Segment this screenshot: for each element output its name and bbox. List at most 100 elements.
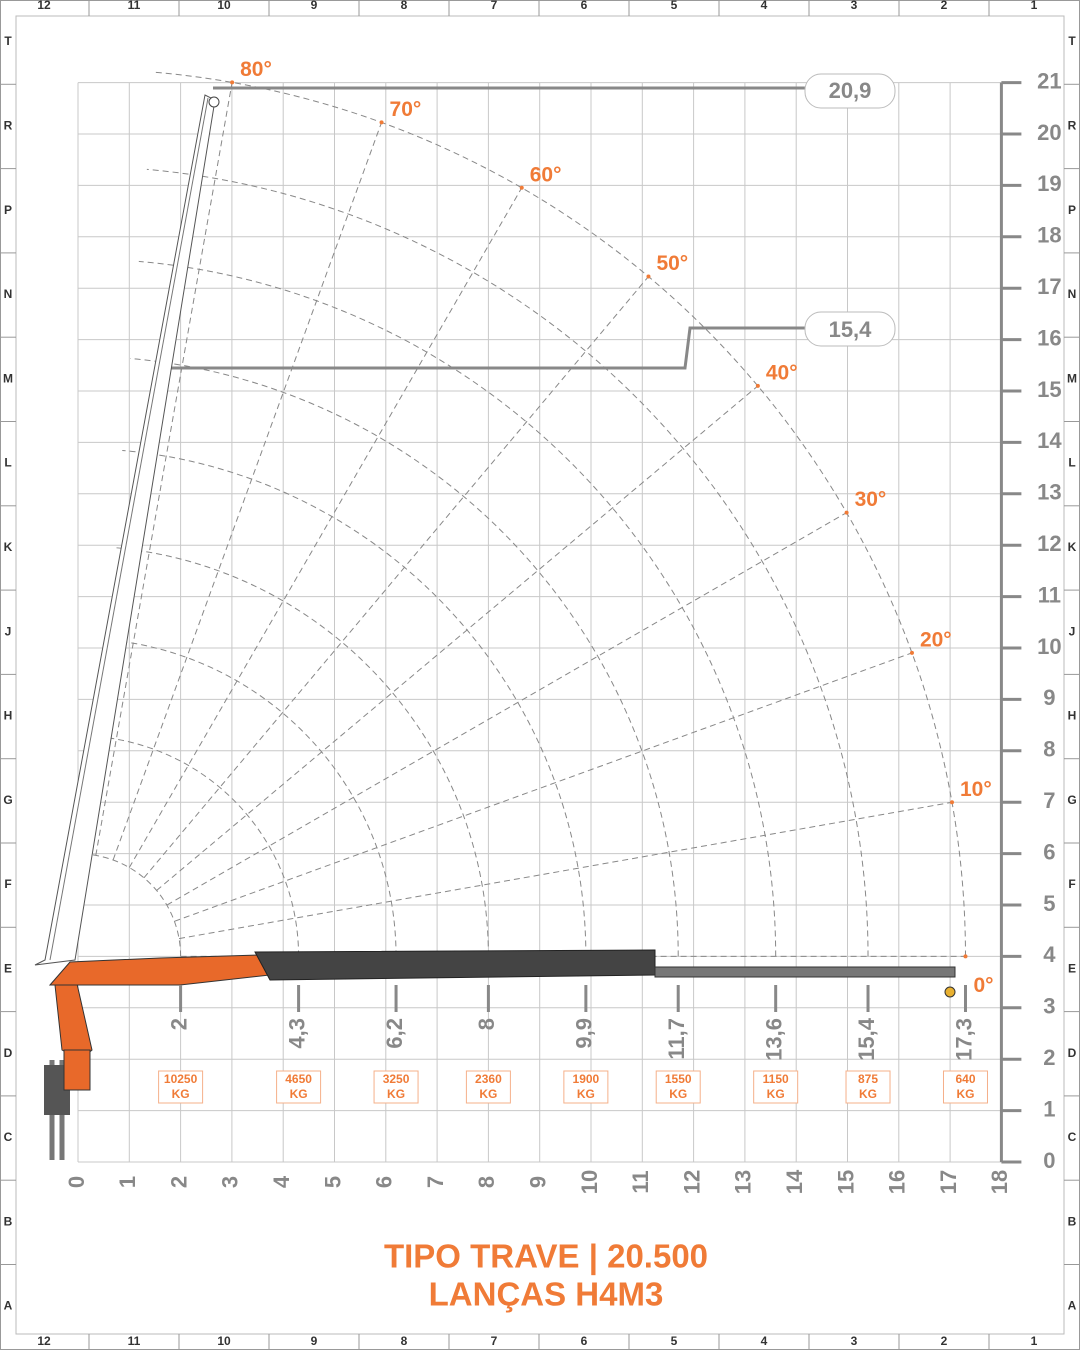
column-label: 8 bbox=[401, 0, 408, 12]
y-tick-label: 12 bbox=[1037, 531, 1061, 556]
column-label: 1 bbox=[1031, 1334, 1038, 1348]
row-label: M bbox=[1067, 371, 1077, 385]
reach-label: 8 bbox=[474, 1018, 499, 1030]
column-label: 12 bbox=[37, 1334, 51, 1348]
load-value: 1150 bbox=[763, 1072, 789, 1086]
load-box bbox=[942, 1070, 988, 1104]
y-tick-label: 6 bbox=[1043, 839, 1055, 864]
y-tick-label: 7 bbox=[1043, 788, 1055, 813]
load-value: 1550 bbox=[665, 1072, 692, 1086]
angle-line bbox=[128, 187, 523, 868]
row-label: H bbox=[4, 709, 13, 723]
y-tick-label: 4 bbox=[1043, 942, 1056, 967]
angle-label: 20° bbox=[920, 628, 952, 651]
load-value: 640 bbox=[955, 1072, 975, 1086]
column bbox=[54, 974, 93, 1061]
range-arc bbox=[130, 357, 679, 957]
load-unit: KG bbox=[479, 1087, 497, 1101]
range-arc bbox=[113, 547, 489, 957]
load-unit: KG bbox=[172, 1087, 190, 1101]
x-tick-label: 8 bbox=[474, 1176, 499, 1188]
row-label: M bbox=[3, 371, 13, 385]
load-value: 3250 bbox=[383, 1072, 410, 1086]
inner-frame bbox=[15, 15, 1065, 1335]
row-label: E bbox=[1068, 961, 1076, 975]
reach-label: 9,9 bbox=[572, 1018, 597, 1049]
column-label: 11 bbox=[128, 1334, 141, 1348]
x-tick-label: 15 bbox=[833, 1170, 858, 1194]
angle-label: 60° bbox=[530, 163, 562, 186]
load-value: 1900 bbox=[573, 1072, 600, 1086]
x-tick-label: 11 bbox=[628, 1170, 653, 1193]
row-label: D bbox=[4, 1046, 13, 1060]
reach-label: 6,2 bbox=[382, 1018, 407, 1049]
column-label: 4 bbox=[761, 0, 768, 12]
load-box bbox=[465, 1070, 511, 1104]
y-tick-label: 5 bbox=[1043, 891, 1055, 916]
load-unit: KG bbox=[290, 1087, 308, 1101]
column-label: 4 bbox=[761, 1334, 768, 1348]
load-box bbox=[845, 1070, 891, 1104]
x-tick-label: 4 bbox=[269, 1175, 294, 1188]
row-label: C bbox=[1068, 1130, 1077, 1144]
angle-label: 70° bbox=[390, 98, 422, 121]
column-label: 6 bbox=[581, 1334, 588, 1348]
column-base bbox=[63, 1049, 91, 1091]
column-label: 3 bbox=[851, 1334, 858, 1348]
x-tick-label: 18 bbox=[987, 1170, 1012, 1194]
reach-label: 17,3 bbox=[951, 1018, 976, 1061]
column-label: 2 bbox=[941, 0, 948, 12]
load-value: 2360 bbox=[475, 1072, 502, 1086]
load-unit: KG bbox=[669, 1087, 687, 1101]
load-box bbox=[753, 1070, 799, 1104]
column-label: 7 bbox=[491, 0, 498, 12]
row-label: R bbox=[4, 118, 13, 132]
row-label: G bbox=[1067, 793, 1076, 807]
column-label: 3 bbox=[851, 0, 858, 12]
angle-point bbox=[646, 274, 651, 279]
y-tick-label: 13 bbox=[1037, 480, 1061, 505]
subtitle: LANÇAS H4M3 bbox=[429, 1276, 664, 1313]
row-label: E bbox=[4, 961, 12, 975]
y-tick-label: 16 bbox=[1037, 325, 1061, 350]
row-label: J bbox=[1069, 624, 1076, 638]
load-box bbox=[276, 1070, 322, 1104]
load-unit: KG bbox=[767, 1087, 785, 1101]
height-box bbox=[804, 311, 896, 347]
load-unit: KG bbox=[859, 1087, 877, 1101]
row-label: J bbox=[5, 624, 12, 638]
height-line bbox=[160, 326, 805, 370]
row-label: H bbox=[1068, 709, 1077, 723]
reach-label: 15,4 bbox=[854, 1017, 879, 1061]
load-value: 4650 bbox=[285, 1072, 312, 1086]
column-label: 2 bbox=[941, 1334, 948, 1348]
y-tick-label: 14 bbox=[1037, 428, 1062, 453]
range-arc bbox=[155, 71, 966, 957]
y-tick-label: 9 bbox=[1043, 685, 1055, 710]
range-arc bbox=[105, 639, 397, 957]
row-label: G bbox=[3, 793, 12, 807]
hook bbox=[944, 986, 956, 998]
column-label: 5 bbox=[671, 1334, 678, 1348]
y-tick-label: 2 bbox=[1043, 1045, 1055, 1070]
row-label: A bbox=[4, 1299, 13, 1313]
x-tick-label: 3 bbox=[218, 1176, 243, 1188]
load-value: 10250 bbox=[164, 1072, 198, 1086]
y-tick-label: 15 bbox=[1037, 377, 1061, 402]
row-label: B bbox=[4, 1214, 13, 1228]
column-label: 9 bbox=[311, 1334, 318, 1348]
load-box bbox=[373, 1070, 419, 1104]
x-tick-label: 16 bbox=[885, 1170, 910, 1194]
row-label: K bbox=[1068, 540, 1077, 554]
load-box bbox=[158, 1070, 204, 1104]
row-label: L bbox=[1068, 456, 1075, 470]
load-unit: KG bbox=[387, 1087, 405, 1101]
angle-line bbox=[95, 82, 233, 856]
angle-point bbox=[963, 954, 968, 959]
y-tick-label: 20 bbox=[1037, 120, 1061, 145]
load-value: 875 bbox=[858, 1072, 878, 1086]
y-tick-label: 11 bbox=[1038, 582, 1061, 607]
row-label: T bbox=[4, 34, 12, 48]
column-label: 9 bbox=[311, 0, 318, 12]
